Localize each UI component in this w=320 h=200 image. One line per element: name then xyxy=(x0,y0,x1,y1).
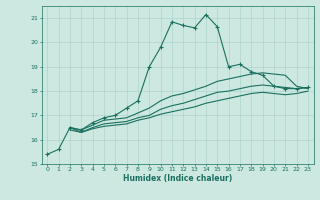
X-axis label: Humidex (Indice chaleur): Humidex (Indice chaleur) xyxy=(123,174,232,183)
